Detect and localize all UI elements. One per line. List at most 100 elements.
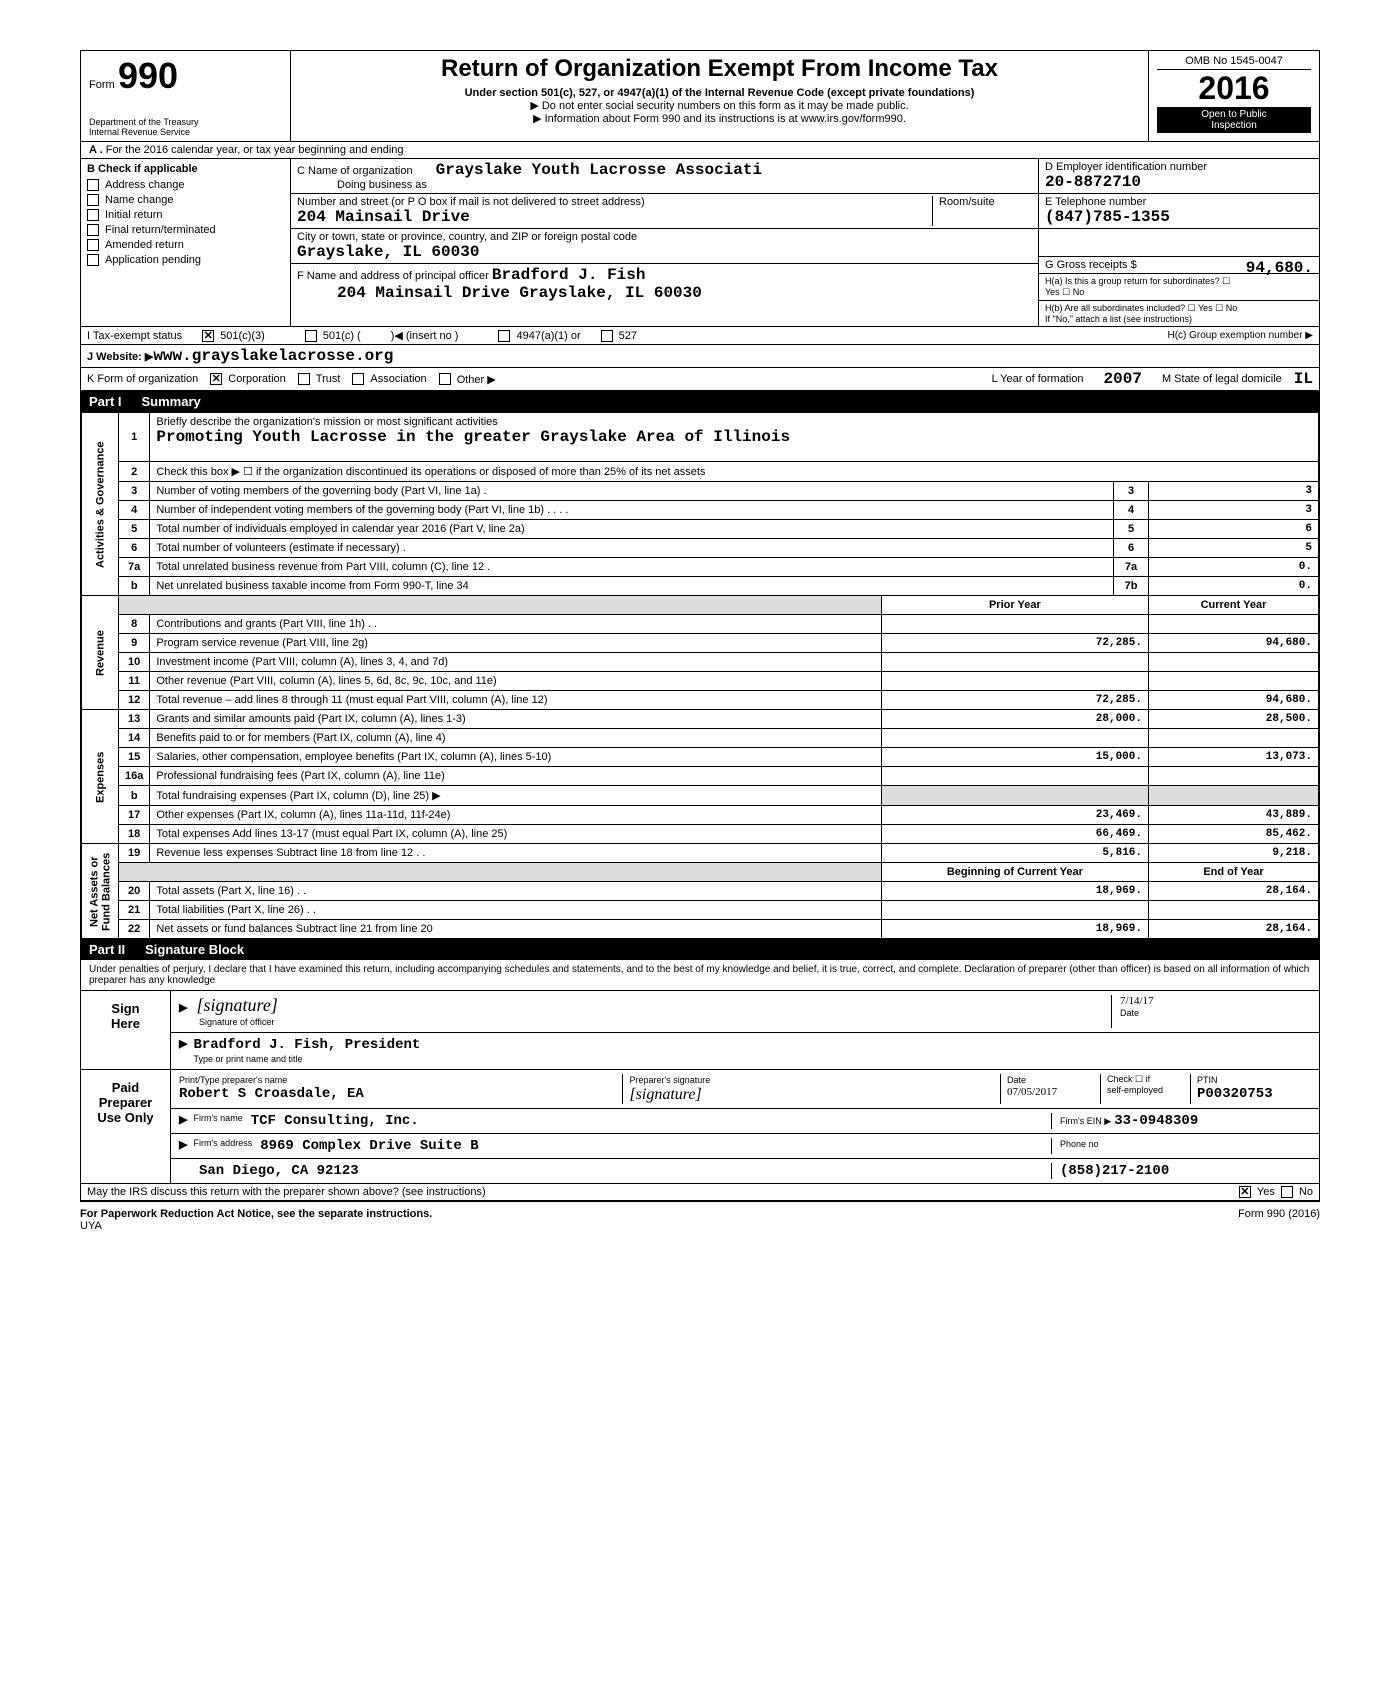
col-b: B Check if applicable Address change Nam… bbox=[81, 159, 291, 326]
line16a-num: 16a bbox=[119, 767, 150, 786]
end-year-header: End of Year bbox=[1149, 863, 1319, 882]
line8-prior bbox=[881, 615, 1148, 634]
line7a-val: 0. bbox=[1149, 558, 1319, 577]
addr-change-checkbox[interactable] bbox=[87, 179, 99, 191]
assoc-checkbox[interactable] bbox=[352, 373, 364, 385]
line-i-label: I Tax-exempt status bbox=[87, 330, 182, 342]
footer-right: Form 990 (2016) bbox=[1238, 1208, 1320, 1232]
501c3-checkbox[interactable] bbox=[202, 330, 214, 342]
firm-phone: (858)217-2100 bbox=[1060, 1163, 1169, 1179]
open-public: Open to Public Inspection bbox=[1157, 107, 1311, 133]
line11-prior bbox=[881, 672, 1148, 691]
line10-prior bbox=[881, 653, 1148, 672]
part1-header: Part I Summary bbox=[81, 391, 1319, 412]
line-5-row: 5Total number of individuals employed in… bbox=[82, 520, 1319, 539]
line2-num: 2 bbox=[119, 462, 150, 482]
line-16b-row: bTotal fundraising expenses (Part IX, co… bbox=[82, 786, 1319, 806]
year-formation: 2007 bbox=[1104, 370, 1142, 388]
line-12-row: 12Total revenue – add lines 8 through 11… bbox=[82, 691, 1319, 710]
line16b-curr bbox=[1149, 786, 1319, 806]
preparer-name: Robert S Croasdale, EA bbox=[179, 1086, 364, 1102]
line18-num: 18 bbox=[119, 825, 150, 844]
trust-checkbox[interactable] bbox=[298, 373, 310, 385]
header-center: Return of Organization Exempt From Incom… bbox=[291, 51, 1149, 141]
line-a-text: For the 2016 calendar year, or tax year … bbox=[106, 144, 404, 156]
line18-prior: 66,469. bbox=[881, 825, 1148, 844]
line14-curr bbox=[1149, 729, 1319, 748]
4947-label: 4947(a)(1) or bbox=[516, 330, 580, 342]
year-formation-label: L Year of formation bbox=[992, 373, 1084, 385]
line15-prior: 15,000. bbox=[881, 748, 1148, 767]
line17-prior: 23,469. bbox=[881, 806, 1148, 825]
app-pending-label: Application pending bbox=[105, 254, 201, 266]
other-checkbox[interactable] bbox=[439, 373, 451, 385]
line18-curr: 85,462. bbox=[1149, 825, 1319, 844]
line22-text: Net assets or fund balances Subtract lin… bbox=[150, 920, 881, 939]
line4-val: 3 bbox=[1149, 501, 1319, 520]
line-20-row: 20Total assets (Part X, line 16) . .18,9… bbox=[82, 882, 1319, 901]
discuss-no-checkbox[interactable] bbox=[1281, 1186, 1293, 1198]
current-year-header: Current Year bbox=[1149, 596, 1319, 615]
name-change-checkbox[interactable] bbox=[87, 194, 99, 206]
sign-name: Bradford J. Fish, President bbox=[193, 1037, 420, 1053]
line22-curr: 28,164. bbox=[1149, 920, 1319, 939]
line17-curr: 43,889. bbox=[1149, 806, 1319, 825]
form-title: Return of Organization Exempt From Incom… bbox=[299, 55, 1140, 83]
line3-box: 3 bbox=[1114, 482, 1149, 501]
line16b-prior bbox=[881, 786, 1148, 806]
527-checkbox[interactable] bbox=[601, 330, 613, 342]
line-2-row: 2Check this box ▶ ☐ if the organization … bbox=[82, 462, 1319, 482]
line20-text: Total assets (Part X, line 16) . . bbox=[150, 882, 881, 901]
line-j-label: J Website: ▶ bbox=[87, 350, 153, 363]
sig-officer-row: ▶ [signature] Signature of officer 7/14/… bbox=[171, 991, 1319, 1033]
discuss-yes-checkbox[interactable] bbox=[1239, 1186, 1251, 1198]
check-applicable-label: Check if applicable bbox=[98, 163, 198, 175]
ein-label: D Employer identification number bbox=[1045, 161, 1207, 173]
initial-return-checkbox[interactable] bbox=[87, 209, 99, 221]
arrow-icon: ▶ bbox=[179, 1037, 187, 1065]
name-change-row: Name change bbox=[87, 194, 284, 206]
receipts-label: G Gross receipts $ bbox=[1045, 259, 1137, 271]
phone-value: (847)785-1355 bbox=[1045, 208, 1170, 226]
final-return-checkbox[interactable] bbox=[87, 224, 99, 236]
line6-val: 5 bbox=[1149, 539, 1319, 558]
initial-return-label: Initial return bbox=[105, 209, 162, 221]
col-d: D Employer identification number 20-8872… bbox=[1039, 159, 1319, 326]
net-sidebar: Net Assets or Fund Balances bbox=[82, 844, 119, 939]
line7a-text: Total unrelated business revenue from Pa… bbox=[150, 558, 1114, 577]
corp-checkbox[interactable] bbox=[210, 373, 222, 385]
arrow-icon: ▶ bbox=[179, 1138, 187, 1154]
arrow-icon: ▶ bbox=[179, 1002, 187, 1014]
line20-prior: 18,969. bbox=[881, 882, 1148, 901]
officer-signature: [signature] bbox=[197, 995, 278, 1015]
dba-label: Doing business as bbox=[337, 179, 427, 191]
line2-text: Check this box ▶ ☐ if the organization d… bbox=[150, 462, 1319, 482]
line-a: A . For the 2016 calendar year, or tax y… bbox=[81, 142, 1319, 159]
initial-return-row: Initial return bbox=[87, 209, 284, 221]
sign-right: ▶ [signature] Signature of officer 7/14/… bbox=[171, 991, 1319, 1069]
line11-curr bbox=[1149, 672, 1319, 691]
firm-row: ▶ Firm's name TCF Consulting, Inc. Firm'… bbox=[171, 1109, 1319, 1134]
line21-prior bbox=[881, 901, 1148, 920]
form-number: 990 bbox=[118, 55, 178, 96]
firm-ein: 33-0948309 bbox=[1114, 1113, 1198, 1129]
app-pending-checkbox[interactable] bbox=[87, 254, 99, 266]
firm-addr-row: ▶ Firm's address 8969 Complex Drive Suit… bbox=[171, 1134, 1319, 1159]
line17-text: Other expenses (Part IX, column (A), lin… bbox=[150, 806, 881, 825]
501c-checkbox[interactable] bbox=[305, 330, 317, 342]
line-4-row: 4Number of independent voting members of… bbox=[82, 501, 1319, 520]
line-11-row: 11Other revenue (Part VIII, column (A), … bbox=[82, 672, 1319, 691]
final-return-row: Final return/terminated bbox=[87, 224, 284, 236]
line11-text: Other revenue (Part VIII, column (A), li… bbox=[150, 672, 881, 691]
tax-year: 2016 bbox=[1157, 70, 1311, 107]
ptin-value: P00320753 bbox=[1197, 1086, 1273, 1102]
summary-table: Activities & Governance 1 Briefly descri… bbox=[81, 412, 1319, 939]
line5-box: 5 bbox=[1114, 520, 1149, 539]
line14-prior bbox=[881, 729, 1148, 748]
firm-name: TCF Consulting, Inc. bbox=[251, 1113, 419, 1129]
line9-text: Program service revenue (Part VIII, line… bbox=[150, 634, 881, 653]
sign-date-label: Date bbox=[1120, 1008, 1139, 1018]
line7b-text: Net unrelated business taxable income fr… bbox=[150, 577, 1114, 596]
amended-return-checkbox[interactable] bbox=[87, 239, 99, 251]
4947-checkbox[interactable] bbox=[498, 330, 510, 342]
